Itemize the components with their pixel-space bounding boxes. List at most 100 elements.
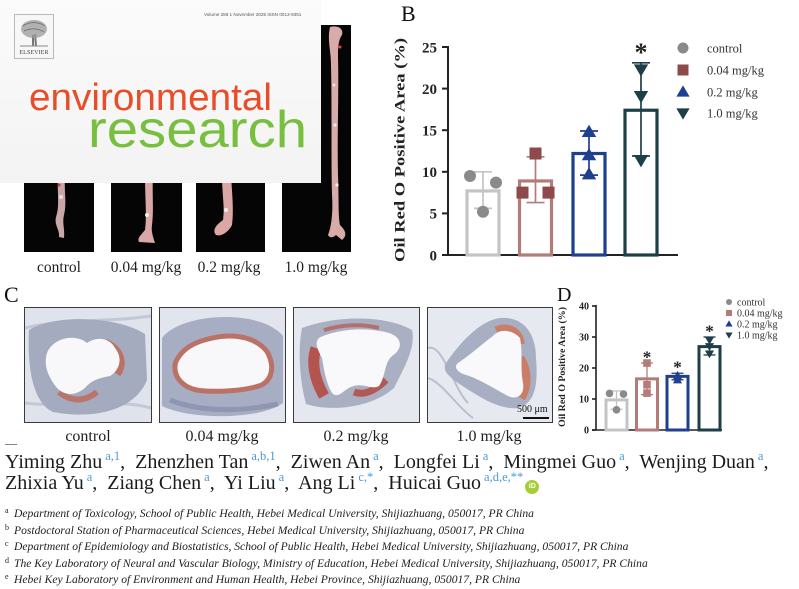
affiliation-item: a Department of Toxicology, School of Pub… <box>5 506 648 523</box>
panel-letter-d: D <box>557 284 572 306</box>
data-point <box>581 124 597 137</box>
y-tick-label: 30 <box>579 333 589 344</box>
affiliation-text: Postdoctoral Station of Pharmaceutical S… <box>14 523 525 537</box>
data-point <box>516 186 529 199</box>
y-tick-label: 5 <box>430 207 438 223</box>
author-separator: , <box>92 472 98 494</box>
y-tick-label: 0 <box>430 248 438 264</box>
affiliation-text: The Key Laboratory of Neural and Vascula… <box>14 556 648 570</box>
significance-star: * <box>673 358 682 377</box>
data-point <box>490 176 502 189</box>
aortic-root-section <box>25 308 151 422</box>
legend-label: 0.04 mg/kg <box>737 309 783 320</box>
panel-c-label-control: control <box>65 428 111 445</box>
histology-image-0.04 <box>159 307 286 423</box>
panel-a-label-0.04: 0.04 mg/kg <box>110 259 182 276</box>
author-name[interactable]: Mingmei Guo <box>503 451 617 473</box>
author-affiliation-link[interactable]: a <box>86 470 93 484</box>
y-tick-label: 40 <box>579 302 589 313</box>
y-tick-label: 10 <box>579 395 589 406</box>
journal-title: environmental research <box>29 77 307 159</box>
data-point <box>542 186 555 199</box>
legend-marker <box>677 64 689 76</box>
journal-title-line2: research <box>88 101 307 159</box>
affiliation-key: c <box>5 539 9 549</box>
aortic-root-section <box>294 308 419 422</box>
chart-panel-b: 0 5 10 15 20 25 Oil Red O Positive Area (%) * co… <box>392 38 765 264</box>
bar-3 <box>697 345 722 432</box>
affiliation-key: e <box>5 572 9 582</box>
publisher-name: ELSEVIER <box>19 50 49 56</box>
author-affiliation-link[interactable]: a <box>482 449 489 463</box>
author-affiliation-link[interactable]: a,1 <box>105 449 121 463</box>
author-separator: , <box>763 451 769 473</box>
histology-image-0.2 <box>293 307 420 423</box>
data-point <box>643 359 651 367</box>
aorta-specimen <box>214 175 233 236</box>
data-point <box>619 390 628 398</box>
author-line-2: Zhixia Yu a, Ziang Chen a, Yi Liu a, Ang Li… <box>5 470 773 494</box>
author-name[interactable]: Ziwen An <box>290 451 371 473</box>
y-tick-label: 25 <box>422 40 437 56</box>
panel-a-label-control: control <box>37 259 81 276</box>
tree-icon <box>20 20 48 47</box>
author-affiliation-link[interactable]: c,* <box>358 470 374 484</box>
author-affiliation-link[interactable]: a <box>204 470 210 484</box>
affiliation-key: b <box>5 522 9 532</box>
significance-star: * <box>643 347 652 366</box>
author-name[interactable]: Longfei Li <box>393 451 480 473</box>
panel-letter-c: C <box>4 282 19 307</box>
author-separator: , <box>209 472 215 494</box>
panel-c-label-1.0: 1.0 mg/kg <box>456 428 522 445</box>
aortic-root-section <box>428 308 552 422</box>
author-name[interactable]: Zhenzhen Tan <box>135 451 249 473</box>
legend-label: 0.04 mg/kg <box>707 63 765 77</box>
data-point <box>643 389 651 397</box>
data-point <box>581 147 597 161</box>
legend-marker <box>725 320 733 327</box>
author-name[interactable]: Huicai Guo <box>388 472 482 494</box>
data-point <box>633 90 649 104</box>
author-name[interactable]: Ziang Chen <box>107 472 202 494</box>
panel-letter-b: B <box>401 1 416 26</box>
scale-bar-label: 500 μm <box>517 404 548 415</box>
affiliation-item: c Department of Epidemiology and Biostati… <box>5 539 648 556</box>
journal-title-line1: environmental <box>29 77 272 119</box>
y-tick-label: 20 <box>579 364 589 375</box>
author-affiliation-link[interactable]: a,d,e,** <box>484 470 524 484</box>
aortic-root-section <box>160 308 285 422</box>
author-affiliation-link[interactable]: a,b,1 <box>251 449 276 463</box>
figure-corner-mark: — <box>5 436 17 450</box>
data-point <box>612 406 621 414</box>
legend-marker <box>726 310 732 316</box>
chart-panel-d: 0 10 20 30 40 Oil Red O Positive Area (%) * * * c… <box>557 298 783 437</box>
author-name[interactable]: Ang Li <box>298 472 356 494</box>
scale-bar <box>523 417 549 419</box>
panel-a-label-1.0: 1.0 mg/kg <box>284 259 348 276</box>
data-point <box>672 375 683 384</box>
legend-label: control <box>707 41 743 55</box>
author-affiliation-link[interactable]: a <box>278 470 285 484</box>
histology-image-control <box>24 307 152 423</box>
issue-info: Volume 286 1 November 2025 ISSN 0013-935… <box>204 12 302 17</box>
data-point <box>704 350 715 359</box>
legend-marker <box>725 332 733 339</box>
legend-label: 0.2 mg/kg <box>707 85 758 99</box>
data-point <box>464 169 476 182</box>
author-name[interactable]: Zhixia Yu <box>5 472 84 494</box>
affiliation-key: a <box>5 506 9 515</box>
author-affiliation-link[interactable]: a <box>757 449 764 463</box>
author-affiliation-link[interactable]: a <box>373 449 379 463</box>
affiliation-text: Department of Epidemiology and Biostatis… <box>14 540 629 554</box>
author-name[interactable]: Yi Liu <box>223 472 276 494</box>
orcid-icon[interactable]: iD <box>525 480 540 494</box>
author-affiliation-link[interactable]: a <box>619 449 625 463</box>
journal-cover[interactable]: ELSEVIER Volume 286 1 November 2025 ISSN… <box>0 0 321 183</box>
y-axis-label: Oil Red O Positive Area (%) <box>557 307 568 427</box>
author-name[interactable]: Yiming Zhu <box>5 451 103 473</box>
author-name[interactable]: Wenjing Duan <box>639 451 755 473</box>
affiliation-item: b Postdoctoral Station of Pharmaceutical … <box>5 523 648 540</box>
legend-label: control <box>737 298 766 309</box>
affiliation-item: d The Key Laboratory of Neural and Vascul… <box>5 556 648 573</box>
data-point <box>633 155 649 168</box>
